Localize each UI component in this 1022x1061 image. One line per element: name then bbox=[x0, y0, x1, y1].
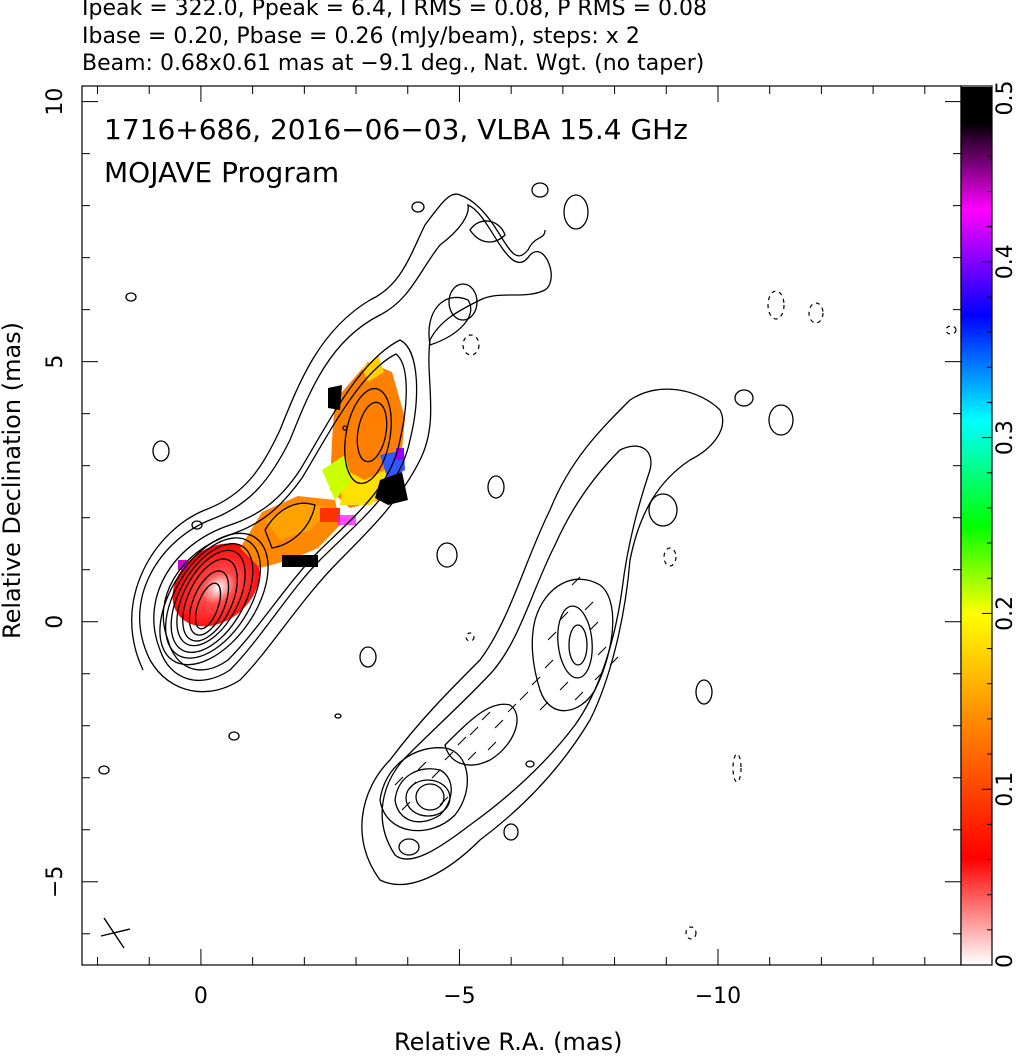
colorbar-tick-labels: 0 0.1 0.2 0.3 0.4 0.5 bbox=[993, 81, 1018, 969]
stokes-i-contours-south bbox=[361, 388, 794, 885]
negative-contours bbox=[462, 290, 957, 940]
y-axis-label: Relative Declination (mas) bbox=[0, 321, 26, 639]
plot-frame bbox=[81, 85, 962, 966]
colorbar-ticks bbox=[982, 85, 992, 966]
header-line-2: Ibase = 0.20, Pbase = 0.26 (mJy/beam), s… bbox=[82, 24, 640, 49]
colorbar-tick-label: 0 bbox=[993, 954, 1018, 968]
beam-marker bbox=[100, 917, 131, 949]
colorbar-tick-label: 0.5 bbox=[993, 81, 1018, 116]
colorbar-tick-label: 0.3 bbox=[993, 420, 1018, 455]
chart-subtitle: MOJAVE Program bbox=[104, 156, 340, 189]
x-axis-tick-labels: 0 −5 −10 bbox=[194, 984, 741, 1009]
colorbar bbox=[961, 87, 992, 964]
y-tick-label: −5 bbox=[43, 866, 68, 898]
x-tick-label: −5 bbox=[443, 984, 475, 1009]
y-tick-label: 5 bbox=[43, 355, 68, 369]
y-tick-label: 0 bbox=[43, 615, 68, 629]
x-tick-label: −10 bbox=[695, 984, 741, 1009]
polarization-vectors bbox=[394, 576, 619, 811]
colorbar-tick-label: 0.2 bbox=[993, 596, 1018, 631]
colorbar-tick-label: 0.4 bbox=[993, 244, 1018, 279]
x-tick-label: 0 bbox=[194, 984, 208, 1009]
y-tick-label: 10 bbox=[43, 88, 68, 116]
y-axis-ticks bbox=[82, 101, 961, 935]
chart-title: 1716+686, 2016−06−03, VLBA 15.4 GHz bbox=[104, 113, 688, 146]
x-axis-label: Relative R.A. (mas) bbox=[394, 1028, 623, 1056]
colorbar-frame bbox=[960, 85, 993, 966]
header-line-1: Ipeak = 322.0, Ppeak = 6.4, I RMS = 0.08… bbox=[82, 0, 707, 21]
y-axis-tick-labels: −5 0 5 10 bbox=[43, 88, 68, 898]
colorbar-tick-label: 0.1 bbox=[993, 772, 1018, 807]
header-line-3: Beam: 0.68x0.61 mas at −9.1 deg., Nat. W… bbox=[82, 51, 705, 76]
stokes-i-contours bbox=[98, 182, 589, 775]
x-axis-ticks bbox=[97, 86, 926, 965]
